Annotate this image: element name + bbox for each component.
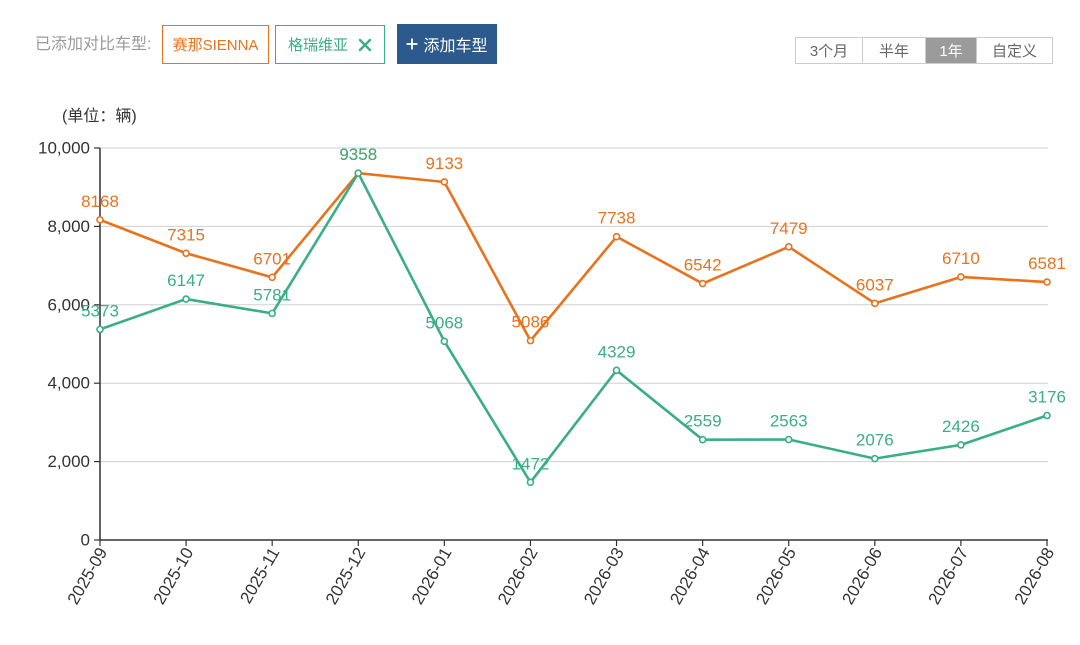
data-label: 7479: [770, 219, 808, 238]
y-tick-label: 4,000: [47, 374, 90, 393]
range-option-half-year[interactable]: 半年: [862, 38, 925, 63]
data-point: [784, 435, 793, 444]
data-point: [957, 273, 965, 281]
x-tick-label: 2026-04: [666, 544, 714, 608]
compare-label: 已添加对比车型:: [35, 36, 152, 53]
data-point: [871, 454, 879, 463]
data-label: 5086: [512, 313, 550, 332]
series-line-1: [99, 171, 1048, 484]
data-point: [698, 435, 707, 444]
data-label: 2076: [856, 431, 894, 450]
data-label: 9358: [339, 145, 377, 164]
data-label: 2426: [942, 417, 980, 436]
x-tick-label: 2026-03: [580, 544, 628, 608]
data-point: [957, 441, 965, 449]
data-point: [612, 366, 621, 375]
add-model-label: 添加车型: [423, 38, 488, 55]
data-point: [268, 273, 276, 282]
data-point: [612, 232, 621, 241]
data-point: [182, 295, 190, 303]
data-label: 6147: [167, 271, 205, 290]
data-point: [440, 337, 449, 346]
data-label: 6710: [942, 249, 980, 268]
data-point: [526, 336, 535, 345]
x-tick-label: 2025-12: [322, 544, 370, 608]
y-tick-label: 6,000: [47, 295, 90, 314]
x-tick-label: 2026-02: [494, 544, 542, 608]
range-option-1-year[interactable]: 1年: [925, 38, 976, 63]
compare-tag-label: 格瑞维亚: [287, 37, 348, 54]
y-tick-label: 8,000: [47, 217, 90, 236]
plus-icon: [406, 38, 418, 50]
time-range-selector: 3个月 半年 1年 自定义: [795, 37, 1053, 64]
data-label: 6037: [856, 275, 894, 294]
x-tick-label: 2026-06: [838, 544, 886, 608]
data-label: 1472: [512, 454, 550, 473]
data-label: 3176: [1028, 388, 1066, 407]
data-point: [268, 309, 276, 318]
data-label: 7738: [598, 209, 636, 228]
data-point: [698, 279, 707, 288]
range-option-custom[interactable]: 自定义: [976, 38, 1052, 63]
range-option-3-months[interactable]: 3个月: [796, 38, 862, 63]
compare-tag-greevia[interactable]: 格瑞维亚: [275, 25, 385, 64]
x-tick-label: 2026-08: [1011, 544, 1059, 608]
data-label: 6542: [684, 256, 722, 275]
data-point: [526, 478, 535, 487]
data-point: [1043, 411, 1051, 420]
data-point: [871, 299, 879, 308]
data-label: 5373: [81, 301, 119, 320]
data-label: 9358: [339, 145, 377, 164]
data-label: 5781: [253, 285, 291, 304]
x-tick-label: 2026-07: [924, 544, 972, 608]
data-label: 2563: [770, 412, 808, 431]
compare-tag-label: 赛那SIENNA: [172, 37, 259, 54]
add-model-button[interactable]: 添加车型: [397, 24, 497, 64]
y-tick-label: 2,000: [47, 452, 90, 471]
data-label: 2559: [684, 412, 722, 431]
series-line-0: [99, 171, 1048, 342]
y-tick-label: 0: [81, 531, 90, 550]
data-label: 8168: [81, 192, 119, 211]
data-point: [440, 178, 449, 186]
data-point: [354, 169, 363, 177]
close-icon[interactable]: [358, 38, 372, 52]
data-point: [182, 249, 190, 258]
data-label: 6581: [1028, 254, 1066, 273]
x-tick-label: 2025-11: [236, 544, 283, 606]
data-label: 9133: [425, 154, 463, 173]
x-tick-label: 2026-01: [408, 544, 456, 608]
compare-tag-sienna[interactable]: 赛那SIENNA: [162, 25, 269, 64]
y-axis-unit-label: (单位：辆): [62, 108, 137, 125]
x-tick-label: 2025-10: [150, 544, 198, 608]
data-label: 4329: [598, 342, 636, 361]
data-point: [96, 216, 104, 224]
data-label: 6701: [253, 249, 291, 268]
x-tick-label: 2025-09: [64, 544, 112, 608]
data-point: [96, 325, 104, 334]
data-point: [784, 243, 793, 251]
data-label: 5068: [425, 313, 463, 332]
x-tick-label: 2026-05: [752, 544, 800, 608]
compare-toolbar: 已添加对比车型: 赛那SIENNA 格瑞维亚 添加车型 3个月 半年 1年 自定…: [0, 0, 1080, 80]
data-point: [1043, 278, 1051, 286]
data-label: 7315: [167, 225, 205, 244]
y-tick-label: 10,000: [38, 139, 90, 158]
